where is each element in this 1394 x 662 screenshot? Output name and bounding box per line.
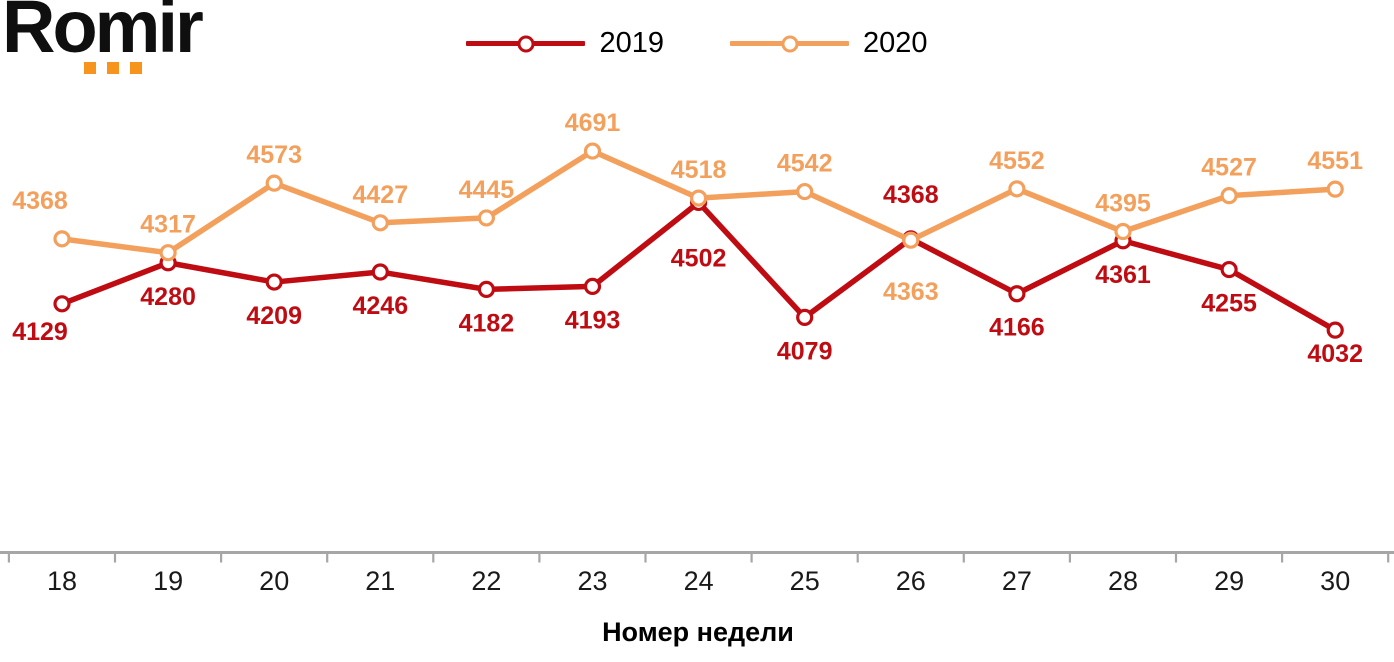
- data-point-label-2020: 4363: [883, 278, 939, 306]
- data-point-marker-2019: [477, 280, 495, 298]
- x-tick-label: 20: [259, 566, 289, 596]
- data-point-marker-2019: [1008, 285, 1026, 303]
- data-point-marker-2019: [371, 263, 389, 281]
- data-point-label-2020: 4445: [459, 176, 515, 204]
- data-point-marker-2019: [53, 295, 71, 313]
- legend-item-2020: 2020: [730, 27, 928, 60]
- data-point-marker-2020: [477, 209, 495, 227]
- data-point-label-2020: 4542: [777, 150, 833, 178]
- logo-dots: [84, 62, 142, 74]
- data-point-label-2020: 4551: [1307, 147, 1363, 175]
- data-point-label-2019: 4280: [140, 283, 196, 311]
- data-point-marker-2020: [689, 189, 708, 207]
- data-point-label-2019: 4246: [352, 292, 408, 320]
- x-tick-label: 25: [790, 566, 820, 596]
- data-point-marker-2020: [1220, 187, 1238, 205]
- data-point-label-2019: 4032: [1307, 340, 1363, 368]
- legend-item-2019: 2019: [466, 27, 664, 60]
- data-point-marker-2020: [371, 214, 389, 232]
- x-tick-label: 30: [1320, 566, 1350, 596]
- data-point-marker-2020: [796, 182, 814, 201]
- data-point-marker-2020: [265, 174, 283, 192]
- logo-dot: [84, 62, 96, 74]
- data-point-label-2020: 4368: [12, 187, 68, 215]
- x-tick-label: 27: [1002, 566, 1032, 596]
- data-point-marker-2020: [1326, 180, 1344, 198]
- data-point-label-2019: 4129: [12, 318, 68, 346]
- logo-dot: [107, 62, 119, 74]
- legend-open-circle-marker: [517, 35, 535, 53]
- logo-dot: [130, 62, 142, 74]
- data-point-label-2019: 4193: [565, 306, 621, 334]
- data-point-marker-2020: [53, 230, 71, 248]
- data-point-label-2020: 4691: [565, 109, 621, 137]
- x-tick-label: 23: [577, 566, 607, 596]
- x-tick-label: 24: [684, 566, 714, 596]
- logo-text: Romir: [2, 0, 204, 68]
- x-tick-label: 19: [153, 566, 183, 596]
- legend-line-swatch: [730, 35, 849, 53]
- x-tick-label: 18: [47, 566, 77, 596]
- data-point-label-2020: 4395: [1095, 190, 1151, 218]
- data-point-label-2019: 4502: [671, 244, 727, 272]
- data-point-label-2019: 4368: [883, 181, 939, 209]
- chart-legend: 2019 2020: [0, 27, 1394, 60]
- legend-label: 2019: [599, 27, 664, 59]
- x-tick-label: 22: [471, 566, 501, 596]
- data-point-label-2019: 4255: [1201, 290, 1257, 318]
- data-point-label-2020: 4427: [352, 181, 408, 209]
- data-point-label-2020: 4518: [671, 156, 727, 184]
- legend-label: 2020: [863, 27, 928, 59]
- data-point-label-2019: 4079: [777, 337, 833, 365]
- data-point-label-2019: 4182: [459, 309, 515, 337]
- data-point-marker-2020: [1114, 222, 1132, 241]
- data-point-marker-2019: [1220, 260, 1238, 279]
- x-axis-title: Номер недели: [602, 617, 794, 647]
- data-point-label-2020: 4317: [140, 211, 196, 239]
- data-point-marker-2019: [265, 273, 283, 291]
- data-point-label-2020: 4573: [246, 141, 302, 169]
- data-point-marker-2019: [796, 308, 814, 326]
- x-tick-label: 29: [1214, 566, 1244, 596]
- data-point-marker-2019: [583, 277, 602, 296]
- legend-open-circle-marker: [781, 35, 798, 53]
- x-tick-label: 26: [896, 566, 926, 596]
- data-point-marker-2020: [1008, 180, 1026, 198]
- data-point-label-2020: 4552: [989, 147, 1045, 175]
- x-tick-label: 28: [1108, 566, 1138, 596]
- data-point-label-2020: 4527: [1201, 154, 1257, 182]
- romir-logo: Romir: [0, 0, 220, 90]
- data-point-label-2019: 4361: [1095, 261, 1151, 289]
- data-point-label-2019: 4166: [989, 314, 1045, 342]
- data-point-marker-2019: [1326, 321, 1344, 339]
- data-point-label-2019: 4209: [246, 302, 302, 330]
- legend-line-swatch: [466, 35, 586, 53]
- data-point-marker-2020: [583, 142, 602, 160]
- data-point-marker-2020: [902, 231, 920, 249]
- data-point-marker-2020: [159, 244, 177, 262]
- x-tick-label: 21: [365, 566, 395, 596]
